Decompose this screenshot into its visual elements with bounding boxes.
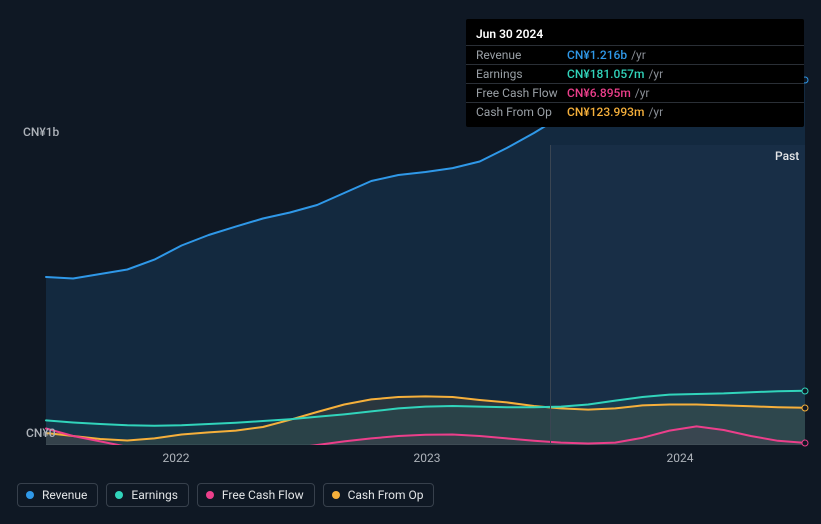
legend-dot-icon (332, 491, 340, 499)
legend-dot-icon (26, 491, 34, 499)
legend-dot-icon (115, 491, 123, 499)
series-end-dot (802, 404, 809, 411)
series-end-dot (802, 387, 809, 394)
tooltip-metric-label: Revenue (476, 48, 567, 62)
tooltip-metric-label: Earnings (476, 67, 567, 81)
tooltip-metric-value: CN¥123.993m (567, 105, 644, 119)
tooltip-row: EarningsCN¥181.057m/yr (466, 64, 804, 83)
tooltip-suffix: /yr (631, 48, 646, 62)
legend-item-label: Cash From Op (348, 488, 424, 502)
y-axis-label: CN¥0 (26, 426, 56, 440)
highlight-vertical-line (550, 145, 551, 445)
legend-dot-icon (206, 491, 214, 499)
x-axis-label: 2022 (163, 451, 190, 465)
legend-item-revenue[interactable]: Revenue (17, 483, 98, 507)
legend-item-label: Revenue (42, 488, 87, 502)
tooltip-metric-label: Free Cash Flow (476, 86, 567, 100)
tooltip-suffix: /yr (648, 67, 663, 81)
legend-item-earnings[interactable]: Earnings (106, 483, 189, 507)
y-axis-label: CN¥1b (23, 125, 59, 139)
chart-legend: Revenue Earnings Free Cash Flow Cash From O… (17, 483, 434, 507)
x-axis-label: 2023 (414, 451, 441, 465)
past-label: Past (775, 149, 799, 163)
legend-item-free-cash-flow[interactable]: Free Cash Flow (197, 483, 315, 507)
tooltip-suffix: /yr (648, 105, 663, 119)
tooltip-date: Jun 30 2024 (466, 25, 804, 45)
legend-item-cash-from-op[interactable]: Cash From Op (323, 483, 435, 507)
tooltip-metric-value: CN¥1.216b (567, 48, 627, 62)
tooltip-metric-value: CN¥6.895m (567, 86, 631, 100)
tooltip-row: Free Cash FlowCN¥6.895m/yr (466, 83, 804, 102)
chart-tooltip: Jun 30 2024 RevenueCN¥1.216b/yrEarningsC… (466, 19, 804, 127)
tooltip-metric-label: Cash From Op (476, 105, 567, 119)
tooltip-suffix: /yr (635, 86, 650, 100)
x-axis-label: 2024 (667, 451, 694, 465)
legend-item-label: Free Cash Flow (222, 488, 304, 502)
legend-item-label: Earnings (131, 488, 178, 502)
tooltip-row: Cash From OpCN¥123.993m/yr (466, 102, 804, 121)
series-end-dot (802, 439, 809, 446)
tooltip-row: RevenueCN¥1.216b/yr (466, 45, 804, 64)
tooltip-metric-value: CN¥181.057m (567, 67, 644, 81)
